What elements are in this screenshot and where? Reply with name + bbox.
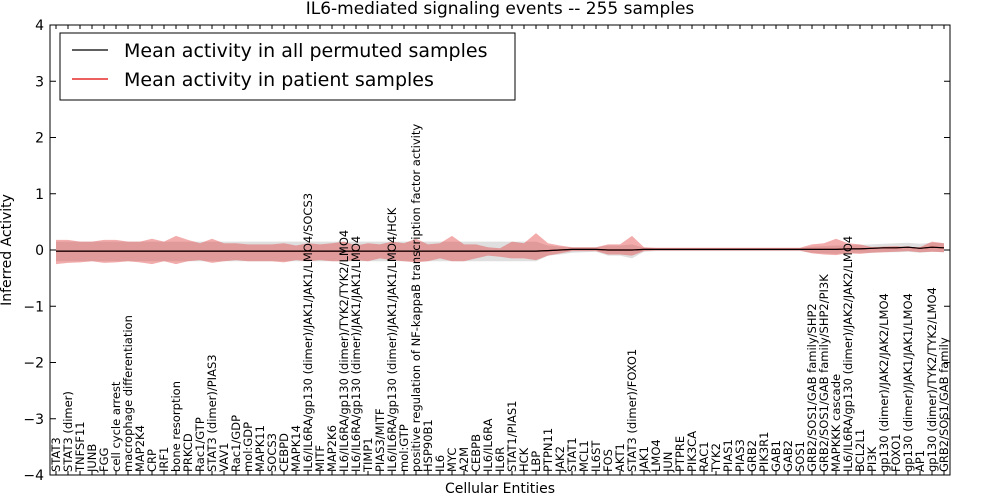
x-tick-label: MAPK11 (253, 425, 267, 472)
x-tick-label: IL6 (433, 455, 447, 472)
x-tick-label: JAK1 (637, 446, 651, 473)
x-tick-label: GRB2/SOS1/GAB family (937, 337, 951, 472)
x-tick-label: GAB2 (781, 440, 795, 472)
x-tick-label: MYC (445, 448, 459, 472)
x-tick-label: IL6ST (589, 440, 603, 472)
x-tick-label: STAT3 (dimer) (61, 391, 75, 472)
legend: Mean activity in all permuted samples Me… (59, 32, 516, 101)
x-tick-label: bone resorption (169, 381, 183, 472)
band-patient (56, 233, 944, 265)
x-tick-label: Rac1/GTP (193, 417, 207, 472)
chart-title: IL6-mediated signaling events -- 255 sam… (306, 0, 695, 19)
x-tick-label: STAT3 (dimer)/PIAS3 (205, 354, 219, 472)
legend-label-permuted: Mean activity in all permuted samples (124, 40, 487, 62)
x-tick-label: IL6/IL6RA/gp130 (dimer)/TYK2/TYK2/LMO4 (337, 230, 351, 472)
x-tick-label: JUNB (85, 444, 99, 473)
x-tick-label: CEBPB (469, 434, 483, 472)
x-tick-label: RAC1 (697, 441, 711, 472)
x-tick-label: STAT3 (49, 437, 63, 472)
y-axis: −4 −3 −2 −1 0 1 2 3 4 (23, 18, 950, 484)
x-tick-label: MAP2K6 (325, 425, 339, 472)
x-tick-label: FGG (97, 448, 111, 472)
x-tick-label: FOS (601, 449, 615, 472)
x-tick-label: A2M (457, 447, 471, 472)
x-tick-label: VAV1 (217, 443, 231, 472)
series-line-permuted (56, 246, 945, 252)
x-tick-label: positive regulation of NF-kappaB transcr… (409, 124, 423, 472)
y-tick-label: 0 (35, 243, 44, 259)
x-tick-label: IL6/IL6RA/gp130 (dimer)/JAK1/JAK1/LMO4/S… (301, 193, 315, 472)
x-tick-label: JUN (661, 452, 675, 473)
x-tick-label: CEBPD (277, 433, 291, 472)
y-axis-label: Inferred Activity (0, 194, 15, 306)
x-tick-label: IL6/IL6RA (481, 418, 495, 472)
x-axis-label: Cellular Entities (445, 481, 555, 497)
x-tick-label: HCK (517, 447, 531, 472)
x-tick-label: FOXO1 (889, 434, 903, 472)
x-tick-label: SOCS3 (265, 433, 279, 472)
x-tick-label: PIK3R1 (757, 432, 771, 473)
x-tick-label: LMO4 (649, 439, 663, 472)
x-tick-label: Rac1/GDP (229, 415, 243, 472)
y-tick-label: −1 (23, 299, 44, 315)
y-tick-label: 1 (35, 187, 44, 203)
x-tick-label: IL6/IL6RA/gp130 (dimer)/JAK2/JAK2/LMO4 (841, 236, 855, 472)
y-tick-label: −4 (23, 468, 44, 484)
x-tick-label: mol:GDP (241, 422, 255, 472)
x-tick-label: TYK2 (709, 443, 723, 473)
x-tick-label: GRB2/SOS1/GAB family/SHP2/PI3K (817, 274, 831, 472)
x-tick-label: STAT1/PIAS1 (505, 401, 519, 472)
x-tick-label: STAT1 (565, 437, 579, 472)
y-tick-label: −2 (23, 356, 44, 372)
x-tick-label: gp130 (dimer)/TYK2/TYK2/LMO4 (925, 287, 939, 472)
x-tick-label: IL6/IL6RA/gp130 (dimer)/JAK1/JAK1/LMO4/H… (385, 207, 399, 472)
x-tick-label: IL6R (493, 447, 507, 472)
x-tick-label: LBP (529, 451, 543, 472)
x-tick-label: gp130 (dimer)/JAK2/JAK2/LMO4 (877, 293, 891, 472)
x-tick-label: JAK2 (553, 446, 567, 473)
x-tick-label: mol:GTP (397, 424, 411, 472)
x-tick-label: TNFSF11 (73, 421, 87, 473)
x-tick-label: PTPN11 (541, 428, 555, 472)
x-tick-label: AP1 (913, 450, 927, 472)
x-tick-label: IRF1 (157, 447, 171, 472)
x-tick-label: CRP (145, 449, 159, 472)
x-tick-label: BCL2L1 (853, 429, 867, 472)
x-tick-label: PRKCD (181, 433, 195, 472)
x-tick-label: PIAS1 (721, 439, 735, 472)
x-tick-label: PIAS3 (733, 439, 747, 472)
x-tick-label: TIMP1 (361, 437, 375, 473)
x-tick-label: MAPKKK cascade (829, 374, 843, 472)
x-tick-label: PTPRE (673, 436, 687, 472)
x-tick-label: PI3K (865, 446, 879, 472)
x-tick-label: MCL1 (577, 440, 591, 472)
x-tick-label: SOS1 (793, 441, 807, 472)
x-tick-label: AKT1 (613, 443, 627, 472)
series-lines (56, 246, 945, 252)
y-tick-label: 2 (35, 131, 44, 147)
x-tick-label: gp130 (dimer)/JAK1/JAK1/LMO4 (901, 293, 915, 472)
x-tick-label: MAPK14 (289, 425, 303, 472)
x-tick-label: GRB2/SOS1/GAB family/SHP2 (805, 303, 819, 472)
legend-label-patient: Mean activity in patient samples (124, 69, 434, 91)
x-tick-label: PIK3CA (685, 431, 699, 472)
x-tick-label: IL6/IL6RA/gp130 (dimer)/JAK1/JAK1/LMO4 (349, 236, 363, 472)
x-tick-label: MAP2K4 (133, 425, 147, 472)
x-tick-label: PIAS3/MITF (373, 408, 387, 472)
x-tick-label: cell cycle arrest (109, 381, 123, 472)
x-tick-label: STAT3 (dimer)/FOXO1 (625, 349, 639, 472)
y-tick-label: 3 (35, 74, 44, 90)
x-tick-label: MITF (313, 445, 327, 472)
y-tick-label: 4 (35, 18, 44, 34)
legend-frame (59, 32, 516, 101)
x-tick-label: GRB2 (745, 440, 759, 472)
x-tick-label: HSP90B1 (421, 419, 435, 472)
y-tick-label: −3 (23, 412, 44, 428)
x-tick-label: GAB1 (769, 440, 783, 472)
x-tick-label: macrophage differentiation (121, 315, 135, 472)
